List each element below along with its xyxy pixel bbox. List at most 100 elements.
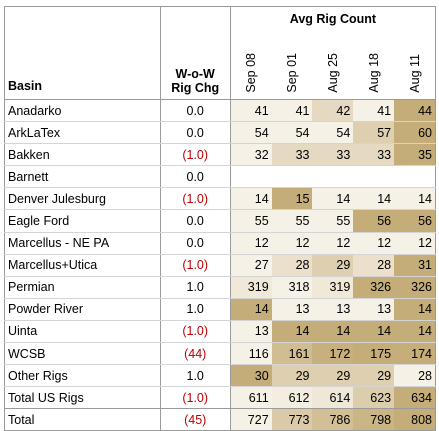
rig-count-table-container: Avg Rig Count Basin W-o-W Rig Chg Sep 08…	[4, 6, 437, 431]
rig-count-cell: 634	[394, 386, 437, 410]
wow-header-line1: W-o-W	[175, 67, 215, 81]
rig-count-cell: 318	[271, 276, 313, 299]
date-header-0: Sep 08	[230, 29, 272, 100]
wow-rig-change: 1.0	[159, 364, 231, 388]
table-body: Anadarko 0.0 41 41 42 41 44 ArkLaTex 0.0 54 54 54 57…	[4, 99, 437, 431]
wow-rig-change: (1.0)	[159, 320, 231, 344]
header-row-top: Avg Rig Count	[4, 6, 437, 29]
rig-count-cell: 319	[312, 276, 354, 299]
table-row: Anadarko 0.0 41 41 42 41 44	[4, 99, 437, 123]
rig-count-cell: 33	[312, 143, 354, 167]
rig-count-cell: 175	[353, 342, 395, 366]
rig-count-cell: 798	[353, 408, 395, 431]
rig-count-cell: 14	[230, 187, 272, 211]
basin-name: Marcellus+Utica	[4, 254, 161, 277]
table-row: Other Rigs 1.0 30 29 29 29 28	[4, 364, 437, 388]
wow-rig-change: (1.0)	[159, 386, 231, 410]
wow-rig-change: 0.0	[159, 209, 231, 233]
table-row: Powder River 1.0 14 13 13 13 14	[4, 298, 437, 321]
rig-count-cell: 13	[271, 298, 313, 321]
rig-count-cell: 14	[312, 187, 354, 211]
rig-count-cell: 14	[394, 298, 437, 321]
rig-count-cell: 14	[394, 187, 437, 211]
rig-count-cell: 614	[312, 386, 354, 410]
date-header-3: Aug 18	[353, 29, 395, 100]
rig-count-cell: 13	[353, 298, 395, 321]
rig-count-cell: 14	[394, 320, 437, 344]
wow-rig-change: (1.0)	[159, 254, 231, 277]
rig-count-cell: 326	[353, 276, 395, 299]
date-label-2: Aug 25	[325, 53, 340, 93]
rig-count-cell: 786	[312, 408, 354, 431]
rig-count-cell	[271, 165, 313, 189]
table-row: Bakken (1.0) 32 33 33 33 35	[4, 143, 437, 167]
rig-count-cell: 12	[312, 232, 354, 255]
rig-count-cell: 623	[353, 386, 395, 410]
rig-count-cell: 14	[312, 320, 354, 344]
date-label-3: Aug 18	[366, 53, 381, 93]
rig-count-cell: 33	[353, 143, 395, 167]
rig-count-cell: 41	[230, 99, 272, 123]
rig-count-cell: 57	[353, 121, 395, 145]
table-row: Marcellus+Utica (1.0) 27 28 29 28 31	[4, 254, 437, 277]
rig-count-cell: 15	[271, 187, 313, 211]
basin-name: ArkLaTex	[4, 121, 161, 145]
table-row: ArkLaTex 0.0 54 54 54 57 60	[4, 121, 437, 145]
avg-rig-count-title: Avg Rig Count	[230, 6, 437, 29]
rig-count-cell: 41	[353, 99, 395, 123]
table-row: Total US Rigs (1.0) 611 612 614 623 634	[4, 386, 437, 410]
rig-count-cell: 326	[394, 276, 437, 299]
rig-count-cell: 56	[394, 209, 437, 233]
rig-count-cell: 44	[394, 99, 437, 123]
basin-name: Denver Julesburg	[4, 187, 161, 211]
rig-count-cell: 14	[230, 298, 272, 321]
table-row: Total (45) 727 773 786 798 808	[4, 408, 437, 431]
basin-name: Bakken	[4, 143, 161, 167]
rig-count-cell: 55	[230, 209, 272, 233]
rig-count-cell: 55	[271, 209, 313, 233]
rig-count-cell: 54	[271, 121, 313, 145]
rig-count-cell: 808	[394, 408, 437, 431]
basin-column-header: Basin	[4, 29, 161, 100]
rig-count-cell: 14	[271, 320, 313, 344]
rig-count-cell: 319	[230, 276, 272, 299]
table-row: Eagle Ford 0.0 55 55 55 56 56	[4, 209, 437, 233]
rig-count-cell: 611	[230, 386, 272, 410]
rig-count-cell: 30	[230, 364, 272, 388]
date-header-1: Sep 01	[271, 29, 313, 100]
basin-name: Uinta	[4, 320, 161, 344]
rig-count-cell: 54	[230, 121, 272, 145]
rig-count-cell: 29	[271, 364, 313, 388]
rig-count-cell: 28	[353, 254, 395, 277]
basin-name: Marcellus - NE PA	[4, 232, 161, 255]
wow-header-line2: Rig Chg	[171, 81, 220, 95]
header-blank-basin	[4, 6, 161, 29]
wow-rig-change: 1.0	[159, 298, 231, 321]
date-label-4: Aug 11	[407, 54, 422, 93]
basin-name: Other Rigs	[4, 364, 161, 388]
table-row: Uinta (1.0) 13 14 14 14 14	[4, 320, 437, 344]
rig-count-cell: 12	[394, 232, 437, 255]
rig-count-cell	[230, 165, 272, 189]
rig-count-cell: 29	[353, 364, 395, 388]
rig-count-cell: 60	[394, 121, 437, 145]
rig-count-cell: 13	[312, 298, 354, 321]
wow-rig-change: (1.0)	[159, 143, 231, 167]
rig-count-cell: 12	[353, 232, 395, 255]
rig-count-cell	[394, 165, 437, 189]
basin-name: Total	[4, 408, 161, 431]
wow-rig-change: 0.0	[159, 121, 231, 145]
rig-count-cell: 12	[230, 232, 272, 255]
rig-count-cell: 773	[271, 408, 313, 431]
rig-count-cell: 29	[312, 364, 354, 388]
basin-name: Total US Rigs	[4, 386, 161, 410]
rig-count-cell: 54	[312, 121, 354, 145]
rig-count-cell: 12	[271, 232, 313, 255]
rig-count-cell: 56	[353, 209, 395, 233]
rig-count-cell: 28	[271, 254, 313, 277]
date-label-1: Sep 01	[285, 53, 300, 93]
rig-count-cell: 42	[312, 99, 354, 123]
date-header-4: Aug 11	[394, 29, 437, 100]
basin-name: WCSB	[4, 342, 161, 366]
wow-rig-change: 0.0	[159, 165, 231, 189]
